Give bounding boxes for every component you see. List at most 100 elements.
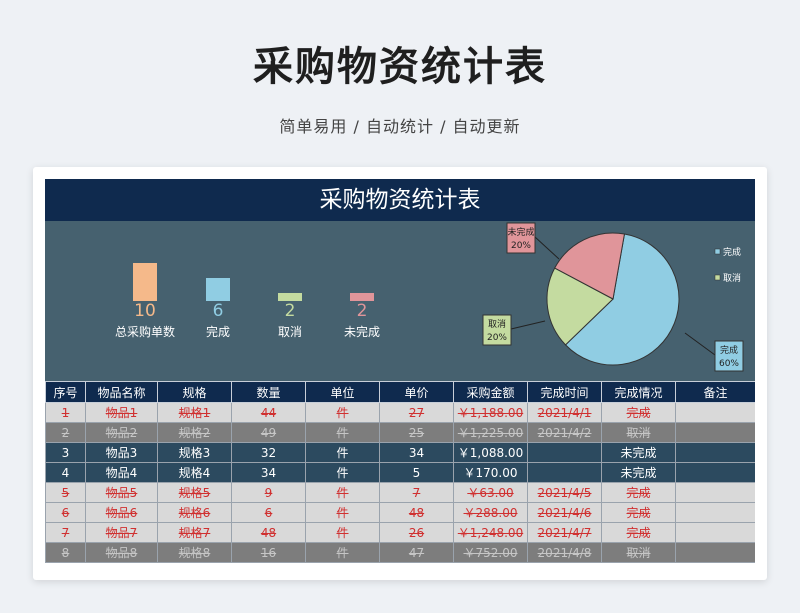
table-cell[interactable] [527, 462, 602, 483]
table-cell[interactable]: 1 [45, 402, 86, 423]
table-cell[interactable] [675, 502, 755, 523]
table-cell[interactable]: 规格7 [157, 522, 232, 543]
table-row[interactable]: 8 物品8 规格8 16 件 47 ￥752.00 2021/4/8 取消 [45, 542, 755, 563]
table-cell[interactable]: 27 [379, 402, 454, 423]
table-cell[interactable]: 物品8 [85, 542, 158, 563]
table-cell[interactable]: 6 [231, 502, 306, 523]
table-cell[interactable]: ￥1,188.00 [453, 402, 528, 423]
table-cell[interactable]: 物品3 [85, 442, 158, 463]
table-cell[interactable]: 48 [379, 502, 454, 523]
pie-chart-area: 完成 60% 取消 20% 未完成 20% 完成 取消 [435, 221, 755, 381]
kpi-label: 完成 [205, 325, 230, 339]
column-header: 单价 [379, 381, 454, 403]
kpi-value: 2 [356, 301, 368, 321]
table-row[interactable]: 3 物品3 规格3 32 件 34 ￥1,088.00 未完成 [45, 442, 755, 463]
table-cell[interactable]: ￥1,248.00 [453, 522, 528, 543]
table-cell[interactable]: 物品5 [85, 482, 158, 503]
table-cell[interactable]: 32 [231, 442, 306, 463]
column-header: 序号 [45, 381, 86, 403]
table-cell[interactable]: 2021/4/2 [527, 422, 602, 443]
table-row[interactable]: 7 物品7 规格7 48 件 26 ￥1,248.00 2021/4/7 完成 [45, 522, 755, 543]
table-cell[interactable]: 9 [231, 482, 306, 503]
table-cell[interactable]: 34 [379, 442, 454, 463]
table-cell[interactable]: ￥288.00 [453, 502, 528, 523]
table-cell[interactable]: 26 [379, 522, 454, 543]
table-cell[interactable] [675, 422, 755, 443]
table-cell[interactable] [675, 402, 755, 423]
table-cell[interactable] [675, 522, 755, 543]
table-cell[interactable]: 8 [45, 542, 86, 563]
table-cell[interactable]: 件 [305, 522, 380, 543]
table-cell[interactable]: 完成 [601, 402, 676, 423]
table-cell[interactable]: 件 [305, 502, 380, 523]
table-cell[interactable]: 未完成 [601, 442, 676, 463]
table-cell[interactable]: 48 [231, 522, 306, 543]
table-cell[interactable]: 规格1 [157, 402, 232, 423]
table-cell[interactable]: 5 [45, 482, 86, 503]
table-cell[interactable]: ￥63.00 [453, 482, 528, 503]
table-cell[interactable]: 2021/4/5 [527, 482, 602, 503]
table-cell[interactable]: ￥170.00 [453, 462, 528, 483]
table-cell[interactable]: 件 [305, 422, 380, 443]
table-cell[interactable] [675, 542, 755, 563]
table-row[interactable]: 5 物品5 规格5 9 件 7 ￥63.00 2021/4/5 完成 [45, 482, 755, 503]
table-cell[interactable]: 16 [231, 542, 306, 563]
table-row[interactable]: 1 物品1 规格1 44 件 27 ￥1,188.00 2021/4/1 完成 [45, 402, 755, 423]
table-cell[interactable]: 规格8 [157, 542, 232, 563]
kpi-label: 取消 [277, 325, 302, 339]
table-cell[interactable]: 2021/4/7 [527, 522, 602, 543]
table-cell[interactable]: 规格3 [157, 442, 232, 463]
table-cell[interactable]: 2021/4/8 [527, 542, 602, 563]
table-row[interactable]: 4 物品4 规格4 34 件 5 ￥170.00 未完成 [45, 462, 755, 483]
table-cell[interactable]: 规格5 [157, 482, 232, 503]
table-cell[interactable]: 49 [231, 422, 306, 443]
table-cell[interactable]: 25 [379, 422, 454, 443]
table-cell[interactable]: ￥1,225.00 [453, 422, 528, 443]
table-cell[interactable]: 4 [45, 462, 86, 483]
pie-slice-0 [564, 233, 680, 366]
column-header: 规格 [157, 381, 232, 403]
table-cell[interactable]: 2021/4/6 [527, 502, 602, 523]
table-cell[interactable]: 物品4 [85, 462, 158, 483]
table-cell[interactable]: 规格4 [157, 462, 232, 483]
table-cell[interactable]: 7 [379, 482, 454, 503]
table-cell[interactable]: ￥1,088.00 [453, 442, 528, 463]
table-cell[interactable]: 完成 [601, 522, 676, 543]
table-cell[interactable] [675, 442, 755, 463]
table-cell[interactable]: 取消 [601, 542, 676, 563]
table-cell[interactable]: 取消 [601, 422, 676, 443]
table-row[interactable]: 6 物品6 规格6 6 件 48 ￥288.00 2021/4/6 完成 [45, 502, 755, 523]
column-header: 采购金额 [453, 381, 528, 403]
table-cell[interactable]: 件 [305, 442, 380, 463]
table-cell[interactable]: 7 [45, 522, 86, 543]
table-cell[interactable]: ￥752.00 [453, 542, 528, 563]
table-cell[interactable]: 34 [231, 462, 306, 483]
table-cell[interactable]: 5 [379, 462, 454, 483]
table-cell[interactable]: 规格2 [157, 422, 232, 443]
table-cell[interactable]: 未完成 [601, 462, 676, 483]
table-cell[interactable]: 物品6 [85, 502, 158, 523]
table-cell[interactable]: 6 [45, 502, 86, 523]
table-cell[interactable]: 2021/4/1 [527, 402, 602, 423]
table-cell[interactable]: 规格6 [157, 502, 232, 523]
table-cell[interactable]: 物品1 [85, 402, 158, 423]
table-cell[interactable]: 47 [379, 542, 454, 563]
table-cell[interactable] [675, 482, 755, 503]
table-cell[interactable]: 2 [45, 422, 86, 443]
table-cell[interactable] [527, 442, 602, 463]
pie-label-box [714, 340, 744, 372]
table-cell[interactable] [675, 462, 755, 483]
table-row[interactable]: 2 物品2 规格2 49 件 25 ￥1,225.00 2021/4/2 取消 [45, 422, 755, 443]
table-cell[interactable]: 完成 [601, 482, 676, 503]
table-cell[interactable]: 44 [231, 402, 306, 423]
table-cell[interactable]: 件 [305, 462, 380, 483]
table-cell[interactable]: 物品7 [85, 522, 158, 543]
table-cell[interactable]: 件 [305, 482, 380, 503]
table-cell[interactable]: 件 [305, 542, 380, 563]
table-cell[interactable]: 3 [45, 442, 86, 463]
table-cell[interactable]: 物品2 [85, 422, 158, 443]
pie-label-pct: 20% [511, 241, 531, 251]
table-cell[interactable]: 件 [305, 402, 380, 423]
kpi-label: 未完成 [343, 325, 380, 339]
table-cell[interactable]: 完成 [601, 502, 676, 523]
